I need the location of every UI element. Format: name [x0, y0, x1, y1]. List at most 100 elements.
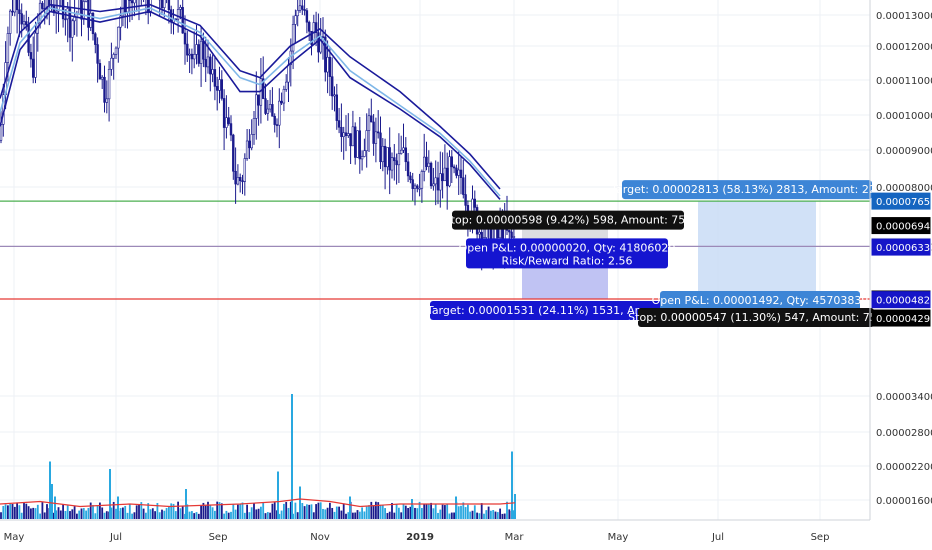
- volume-bar: [513, 510, 515, 519]
- candle-body: [512, 236, 516, 238]
- volume-bar: [53, 512, 55, 519]
- volume-ma-line: [0, 498, 516, 508]
- candle-body: [31, 58, 35, 78]
- time-axis[interactable]: May Jul Sep Nov 2019 Mar May Jul Sep: [4, 532, 830, 543]
- volume-bar: [41, 501, 44, 519]
- volume-bar: [179, 508, 182, 519]
- volume-spike-11: [455, 496, 457, 519]
- candle-body: [330, 76, 334, 97]
- volume-bar: [78, 510, 81, 519]
- volume-bar: [485, 510, 488, 519]
- candle-body: [335, 94, 338, 121]
- volume-bar: [30, 508, 32, 519]
- volume-bar: [347, 512, 350, 519]
- candle-body: [128, 0, 131, 1]
- candle-body: [367, 115, 371, 131]
- candle-body: [459, 169, 463, 179]
- volume-bar: [66, 505, 69, 519]
- candle-body: [110, 57, 113, 70]
- volume-bar: [131, 513, 133, 519]
- candle-body: [218, 79, 221, 91]
- volume-bar: [322, 508, 324, 519]
- candle-body: [413, 185, 417, 189]
- volume-bar: [501, 513, 504, 519]
- volume-bar: [407, 508, 409, 519]
- volume-bar: [23, 502, 25, 519]
- candle-body: [101, 76, 104, 80]
- volume-bar: [57, 507, 60, 519]
- candle-body: [186, 43, 189, 56]
- volume-bar: [32, 507, 35, 519]
- candle-body: [103, 76, 106, 103]
- candle-body: [211, 69, 214, 75]
- volume-bar: [87, 508, 90, 519]
- y-tick-5: 0.00008000: [876, 183, 932, 194]
- candle-body: [98, 63, 102, 80]
- volume-bar: [391, 502, 393, 519]
- volume-bar: [358, 511, 361, 519]
- price-badge-bg-5: [871, 291, 931, 309]
- candle-body: [245, 140, 249, 159]
- candle-body: [149, 0, 152, 14]
- volume-bar: [105, 511, 108, 519]
- candle-body: [268, 104, 272, 110]
- volume-bar: [292, 513, 294, 519]
- price-badge-text-0: 0.00007652: [876, 197, 932, 208]
- candle-body: [409, 175, 412, 180]
- volume-bar: [11, 504, 14, 519]
- candle-body: [227, 117, 230, 124]
- y-tick-9: 0.00001600: [876, 496, 932, 507]
- long-stop-label-bg: [452, 210, 684, 230]
- candle-body: [429, 162, 433, 187]
- position-zones: [522, 201, 816, 300]
- price-badge-0: 0.00007652: [871, 192, 932, 210]
- candle-body: [193, 54, 196, 60]
- candle-body: [222, 98, 226, 128]
- candle-body: [130, 0, 134, 4]
- volume-bar: [365, 506, 368, 519]
- volume-bar: [462, 502, 465, 519]
- volume-bar: [432, 508, 435, 519]
- long-pnl-label: Open P&L: 0.00000020, Qty: 41806020Risk/…: [459, 238, 675, 269]
- volume-bar: [18, 505, 21, 519]
- volume-bar: [416, 508, 419, 519]
- candle-body: [376, 131, 380, 134]
- candle-body: [264, 98, 267, 114]
- volume-bar: [241, 502, 244, 519]
- candle-body: [434, 177, 437, 185]
- volume-bar: [0, 512, 2, 519]
- volume-bar: [506, 501, 508, 519]
- candle-body: [372, 121, 375, 144]
- volume-bar: [287, 507, 290, 519]
- volume-bar: [308, 504, 311, 519]
- price-axis[interactable]: 0.00013000 0.00012000 0.00011000 0.00010000…: [876, 11, 932, 507]
- candle-body: [61, 0, 65, 20]
- volume-bar: [368, 505, 370, 519]
- volume-bar: [310, 504, 313, 519]
- candle-body: [119, 15, 122, 28]
- volume-bar: [71, 509, 74, 519]
- volume-spike-13: [514, 494, 516, 519]
- volume-bar: [370, 501, 373, 519]
- candle-body: [508, 230, 511, 233]
- volume-bar: [414, 507, 416, 519]
- candle-body: [282, 89, 286, 104]
- volume-bar: [296, 512, 299, 519]
- price-badges: 0.000076520.000069490.000063510.00006331…: [871, 192, 932, 327]
- short-stop-label: Stop: 0.00000547 (11.30%) 547, Amount: 7…: [628, 308, 884, 328]
- volume-bar: [262, 502, 265, 519]
- candle-body: [243, 158, 246, 182]
- volume-bar: [448, 513, 451, 519]
- volume-bar: [354, 512, 357, 519]
- volume-bar: [59, 510, 62, 519]
- volume-bar: [133, 512, 136, 519]
- volume-bar: [342, 503, 345, 519]
- candle-body: [342, 132, 345, 137]
- volume-bar: [441, 504, 444, 519]
- long-pnl-label-text-1: Risk/Reward Ratio: 2.56: [502, 254, 633, 267]
- volume-bar: [197, 513, 200, 519]
- x-tick-2: Sep: [209, 532, 228, 543]
- volume-bar: [356, 510, 359, 519]
- candle-body: [455, 167, 458, 176]
